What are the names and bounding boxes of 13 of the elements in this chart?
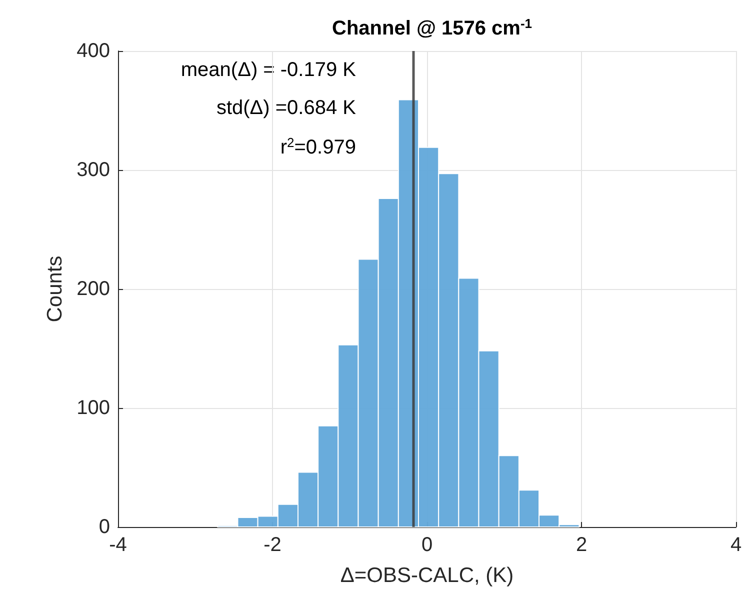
y-tick-label: 300: [76, 159, 110, 181]
y-axis-title: Counts: [44, 256, 67, 322]
y-tick-label: 400: [76, 40, 110, 62]
x-tick-label: -2: [264, 534, 282, 556]
x-tick-label: 0: [421, 534, 433, 556]
x-axis-title: Δ=OBS-CALC, (K): [340, 564, 514, 587]
x-tick-label: -4: [109, 534, 127, 556]
x-tick-label: 4: [730, 534, 742, 556]
y-tick-label: 0: [98, 516, 110, 538]
y-tick-label: 100: [76, 397, 110, 419]
x-tick-label: 2: [576, 534, 588, 556]
annotation: std(Δ) =0.684 K: [216, 97, 357, 119]
y-tick-label: 200: [76, 278, 110, 300]
